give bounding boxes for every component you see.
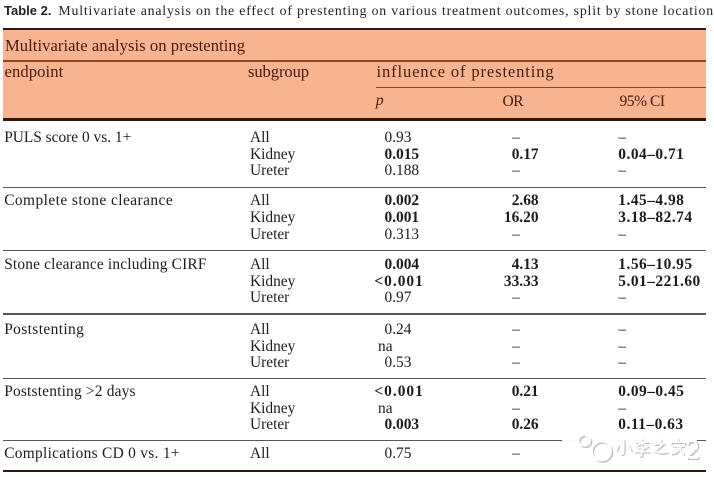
svg-text:2: 2 [687, 436, 700, 465]
svg-text:2: 2 [686, 435, 699, 464]
